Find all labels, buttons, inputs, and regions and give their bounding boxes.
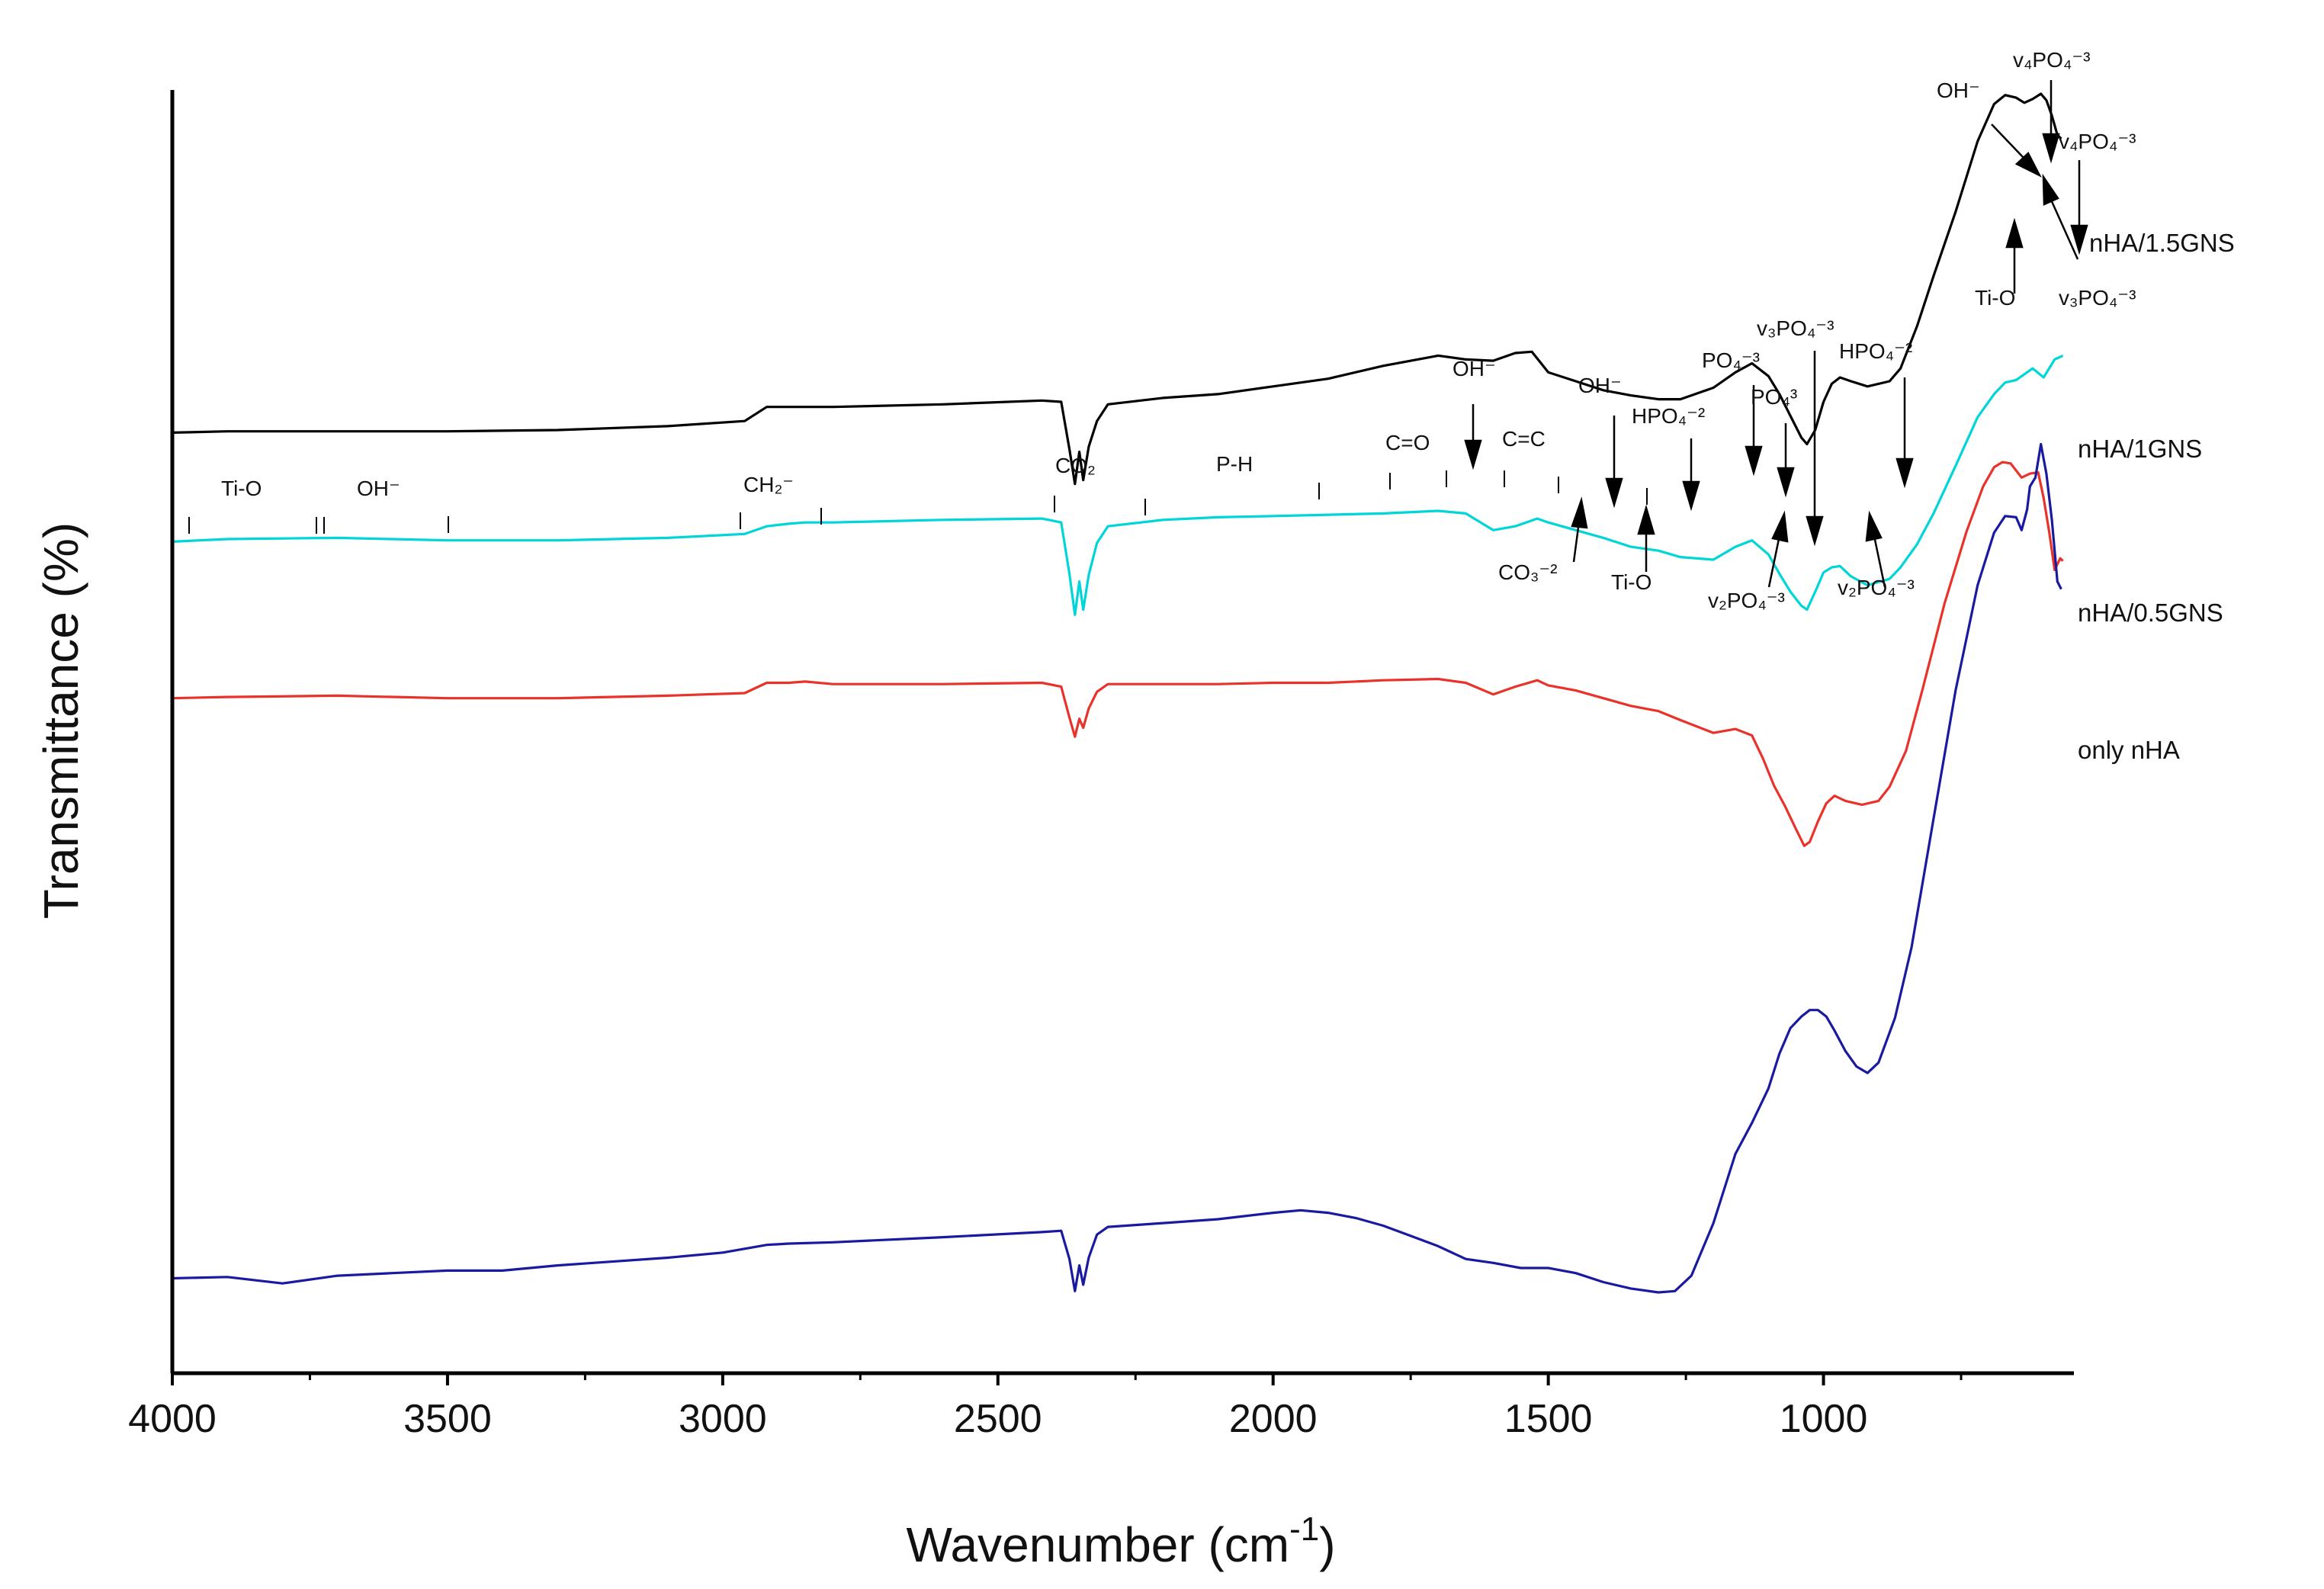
arrow-v2po4-1090 — [1767, 534, 1781, 588]
series-line-only-nha — [172, 442, 2062, 1294]
series-line-nha-1gns — [172, 354, 2064, 616]
arrowhead-v2po4-960 — [1865, 510, 1883, 542]
arrowhead-oh-1390 — [1605, 477, 1623, 509]
annotation-oh-640: OH⁻ — [1937, 79, 1980, 102]
arrow-v2po4-960 — [1873, 535, 1886, 588]
arrowhead-v3po4-590 — [2042, 173, 2059, 206]
series-line-nha-1-5gns — [172, 92, 2062, 486]
annotation-oh-1650: OH⁻ — [1452, 357, 1496, 380]
annotation-arrows — [1464, 80, 2088, 588]
arrowhead-oh-640 — [2014, 151, 2042, 178]
annotation-labels: Ti-O OH⁻ CH₂⁻ CO₂ P-H C=O OH⁻ C=C OH⁻ HP… — [221, 48, 2136, 612]
y-axis-title: Transmittance (%) — [34, 522, 88, 919]
arrowhead-ti-o-675 — [2005, 217, 2024, 249]
annotation-v4po4-565: v₄PO₄⁻³ — [2059, 130, 2136, 153]
series-label-nha-1-5gns: nHA/1.5GNS — [2089, 229, 2235, 257]
annotation-p-h: P-H — [1216, 452, 1253, 476]
annotation-ti-o-top: Ti-O — [221, 477, 262, 500]
x-tick-label: 2500 — [954, 1397, 1042, 1441]
annotation-oh-1390: OH⁻ — [1578, 374, 1622, 397]
band-markers — [188, 470, 1648, 534]
annotation-po4-1080: PO₄³ — [1751, 385, 1797, 409]
arrowhead-po4-1140 — [1745, 445, 1763, 477]
x-axis-title: Wavenumber (cm-1) — [906, 1510, 1335, 1572]
x-tick-label: 4000 — [128, 1397, 217, 1441]
x-tick-label: 3500 — [403, 1397, 492, 1441]
annotation-v3po4-590: v₃PO₄⁻³ — [2059, 286, 2136, 310]
x-axis-title-superscript: -1 — [1289, 1510, 1319, 1548]
arrowhead-v4po4-565 — [2070, 224, 2088, 255]
annotation-po4-1140: PO₄⁻³ — [1702, 348, 1760, 372]
series-label-nha-0-5gns: nHA/0.5GNS — [2078, 599, 2223, 627]
annotation-hpo4-1260: HPO₄⁻² — [1632, 404, 1705, 428]
series-label-only-nha: only nHA — [2078, 736, 2180, 764]
arrowhead-hpo4-870 — [1895, 457, 1914, 489]
arrowhead-po4-1080 — [1777, 467, 1795, 498]
arrow-oh-640 — [1991, 124, 2025, 159]
x-axis-title-close: ) — [1319, 1517, 1335, 1572]
annotation-ch2: CH₂⁻ — [743, 473, 794, 496]
x-tick-label: 2000 — [1229, 1397, 1318, 1441]
arrowhead-hpo4-1260 — [1682, 480, 1700, 512]
series-label-nha-1gns: nHA/1GNS — [2078, 435, 2202, 463]
arrowhead-oh-1650 — [1464, 439, 1482, 470]
annotation-ti-o-675: Ti-O — [1975, 286, 2015, 310]
arrow-co3 — [1572, 521, 1581, 563]
arrowhead-v3po4-1030 — [1806, 515, 1824, 547]
annotation-oh-top: OH⁻ — [357, 477, 400, 500]
x-tick-layer: 4000 3500 3000 2500 2000 1500 1000 — [128, 1373, 1963, 1441]
annotation-c-c: C=C — [1502, 427, 1546, 451]
x-tick-label: 1000 — [1780, 1397, 1868, 1441]
x-tick-label: 1500 — [1504, 1397, 1593, 1441]
series-line-nha-0-5gns — [172, 461, 2064, 847]
annotation-ti-o-1330: Ti-O — [1611, 570, 1652, 594]
annotation-co3: CO₃⁻² — [1498, 560, 1558, 584]
annotation-hpo4-870: HPO₄⁻² — [1839, 339, 1912, 363]
x-tick-label: 3000 — [679, 1397, 767, 1441]
arrowhead-v2po4-1090 — [1771, 510, 1789, 543]
annotation-v4po4-605: v₄PO₄⁻³ — [2013, 48, 2090, 72]
annotation-co2: CO₂ — [1055, 454, 1096, 477]
arrow-v3po4-590 — [2050, 199, 2079, 260]
arrowhead-co3 — [1571, 496, 1588, 529]
annotation-v3po4-1030: v₃PO₄⁻³ — [1757, 316, 1834, 340]
annotation-v2po4-960: v₂PO₄⁻³ — [1838, 576, 1915, 599]
arrowhead-v4po4-605 — [2042, 133, 2060, 164]
annotation-c-o: C=O — [1385, 431, 1430, 454]
annotation-v2po4-1090: v₂PO₄⁻³ — [1708, 589, 1785, 612]
arrowhead-ti-o-1330 — [1637, 504, 1655, 535]
